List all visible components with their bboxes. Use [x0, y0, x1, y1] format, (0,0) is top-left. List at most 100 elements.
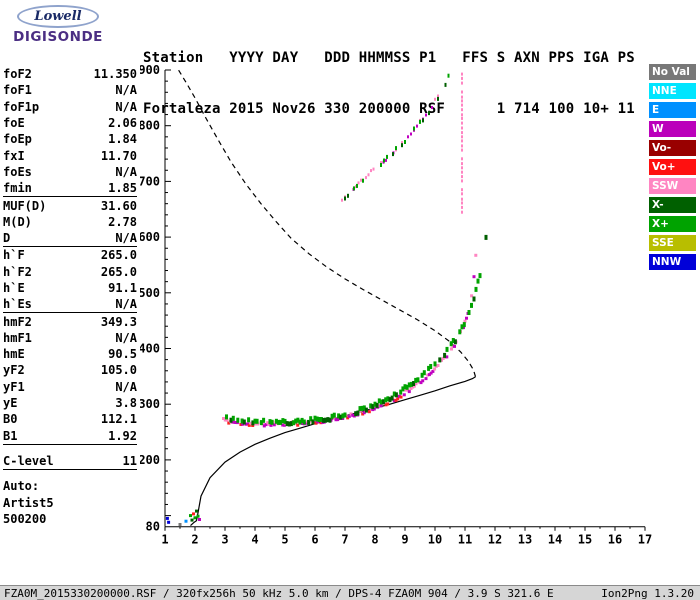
x-tick-label: 12 — [488, 533, 502, 547]
F-trace-2nd-hop-X-mode-point — [422, 118, 424, 123]
F-trace-1st-hop-X-mode-point — [474, 286, 478, 292]
E-region-noise-point — [195, 509, 198, 513]
2nd-hop-spread-vertical-point — [461, 131, 463, 135]
F-trace-1st-hop-X-mode-point — [362, 405, 366, 411]
true-height-profile — [190, 376, 476, 527]
F-trace-1st-hop-X-mode-point — [382, 399, 386, 405]
param-value: 265.0 — [100, 264, 137, 279]
F-trace-1st-hop-O-mode-point — [256, 422, 260, 426]
F-trace-1st-hop-X-mode-point — [422, 370, 426, 376]
F-trace-1st-hop-O-mode-point — [424, 377, 428, 381]
param-value: N/A — [115, 164, 137, 179]
F-trace-1st-hop-X-mode-point — [294, 418, 298, 424]
param-label: foEs — [3, 164, 32, 179]
E-region-noise-point — [189, 514, 192, 518]
y-tick-label: 80 — [146, 520, 160, 534]
F-trace-1st-hop-X-mode-point — [407, 382, 411, 388]
2nd-hop-spread-vertical-point — [461, 76, 463, 80]
F-trace-2nd-hop-O-mode-point — [365, 176, 367, 180]
F-trace-1st-hop-O-mode-point — [404, 388, 408, 392]
x-tick-label: 8 — [371, 533, 378, 547]
F-trace-1st-hop-X-mode-point — [470, 302, 473, 308]
F-trace-1st-hop-X-mode-point — [384, 397, 388, 403]
F-trace-2nd-hop-O-mode-point — [401, 141, 403, 145]
F-trace-1st-hop-O-mode-point — [386, 402, 390, 406]
F-trace-1st-hop-X-mode-point — [371, 404, 375, 410]
F-trace-2nd-hop-X-mode-point — [356, 183, 358, 188]
F-trace-1st-hop-X-mode-point — [311, 419, 315, 425]
F-trace-1st-hop-X-mode-point — [317, 417, 321, 422]
param-row-hf2: h`F2 265.0 — [3, 264, 137, 280]
F-trace-1st-hop-X-mode-point — [262, 417, 266, 423]
F-trace-1st-hop-O-mode-point — [426, 373, 430, 377]
F-trace-1st-hop-X-mode-point — [476, 278, 480, 284]
y-tick-label: 400 — [140, 342, 160, 356]
F-trace-2nd-hop-O-mode-point — [437, 94, 439, 98]
F-trace-2nd-hop-X-mode-point — [386, 154, 388, 159]
2nd-hop-spread-vertical-point — [461, 201, 463, 205]
F-trace-1st-hop-X-mode-point — [341, 413, 345, 419]
param-value: 1.92 — [108, 428, 137, 443]
F-trace-1st-hop-O-mode-point — [407, 390, 411, 394]
F-trace-1st-hop-X-mode-point — [373, 401, 377, 407]
param-row-500200: 500200 — [3, 511, 137, 527]
F-trace-1st-hop-O-mode-point — [232, 420, 236, 424]
2nd-hop-spread-vertical-point — [461, 113, 463, 117]
F-trace-1st-hop-O-mode-point — [319, 421, 323, 425]
status-file-info: FZA0M_2015330200000.RSF / 320fx256h 50 k… — [4, 587, 554, 600]
F-trace-1st-hop-O-mode-point — [371, 408, 375, 412]
F-trace-1st-hop-O-mode-point — [377, 404, 381, 408]
param-label: 500200 — [3, 511, 47, 526]
F-trace-1st-hop-X-mode-point — [231, 415, 235, 421]
E-region-noise-point — [165, 516, 169, 520]
F-trace-1st-hop-X-mode-point — [307, 419, 311, 425]
F-trace-1st-hop-X-mode-point — [427, 365, 431, 371]
F-trace-2nd-hop-X-mode-point — [419, 119, 421, 124]
param-row-yf1: yF1 N/A — [3, 379, 137, 395]
param-label: h`F — [3, 248, 25, 263]
param-row-hf: h`F 265.0 — [3, 247, 137, 263]
F-trace-1st-hop-X-mode-point — [319, 417, 323, 422]
F-trace-1st-hop-X-mode-point — [375, 402, 379, 408]
F-trace-1st-hop-X-mode-point — [289, 421, 293, 427]
F-trace-1st-hop-X-mode-point — [453, 339, 457, 345]
F-trace-2nd-hop-X-mode-point — [447, 73, 450, 78]
F-trace-1st-hop-X-mode-point — [343, 412, 347, 418]
F-trace-2nd-hop-X-mode-point — [362, 178, 364, 183]
F-trace-1st-hop-O-mode-point — [346, 416, 350, 420]
F-trace-1st-hop-O-mode-point — [433, 367, 437, 371]
F-trace-1st-hop-O-mode-point — [414, 382, 418, 386]
F-trace-1st-hop-O-mode-point — [411, 385, 415, 389]
F-trace-1st-hop-X-mode-point — [412, 381, 416, 386]
param-label: foEp — [3, 132, 32, 147]
F-trace-1st-hop-X-mode-point — [236, 417, 240, 423]
2nd-hop-spread-vertical-point — [461, 162, 463, 166]
F-trace-2nd-hop-X-mode-point — [395, 146, 397, 151]
F-trace-1st-hop-O-mode-point — [436, 364, 440, 367]
legend-item-sse: SSE — [649, 235, 696, 251]
F-trace-1st-hop-X-mode-point — [253, 418, 257, 424]
F-trace-1st-hop-X-mode-point — [414, 377, 418, 383]
x-tick-label: 5 — [281, 533, 288, 547]
F-trace-1st-hop-X-mode-point — [379, 399, 383, 405]
F-trace-1st-hop-X-mode-point — [277, 419, 281, 425]
F-trace-1st-hop-X-mode-point — [369, 403, 373, 409]
F-trace-1st-hop-O-mode-point — [262, 424, 266, 428]
F-trace-1st-hop-X-mode-point — [339, 414, 343, 420]
F-trace-2nd-hop-X-mode-point — [401, 143, 403, 148]
F-trace-1st-hop-O-mode-point — [406, 388, 410, 392]
param-row-fof1: foF1 N/A — [3, 82, 137, 98]
F-trace-1st-hop-O-mode-point — [450, 347, 453, 351]
F-trace-1st-hop-X-mode-point — [390, 395, 394, 401]
F-trace-1st-hop-X-mode-point — [420, 372, 424, 378]
param-label: hmE — [3, 347, 25, 362]
F-trace-1st-hop-X-mode-point — [354, 411, 358, 417]
F-trace-1st-hop-X-mode-point — [330, 413, 334, 419]
F-trace-1st-hop-O-mode-point — [396, 397, 400, 401]
param-row-he: h`E 91.1 — [3, 280, 137, 296]
param-row-d: D N/A — [3, 230, 137, 248]
param-label: fmin — [3, 181, 32, 196]
param-label: h`F2 — [3, 264, 32, 279]
F-trace-1st-hop-X-mode-point — [403, 384, 407, 390]
F-trace-1st-hop-X-mode-point — [360, 405, 364, 411]
